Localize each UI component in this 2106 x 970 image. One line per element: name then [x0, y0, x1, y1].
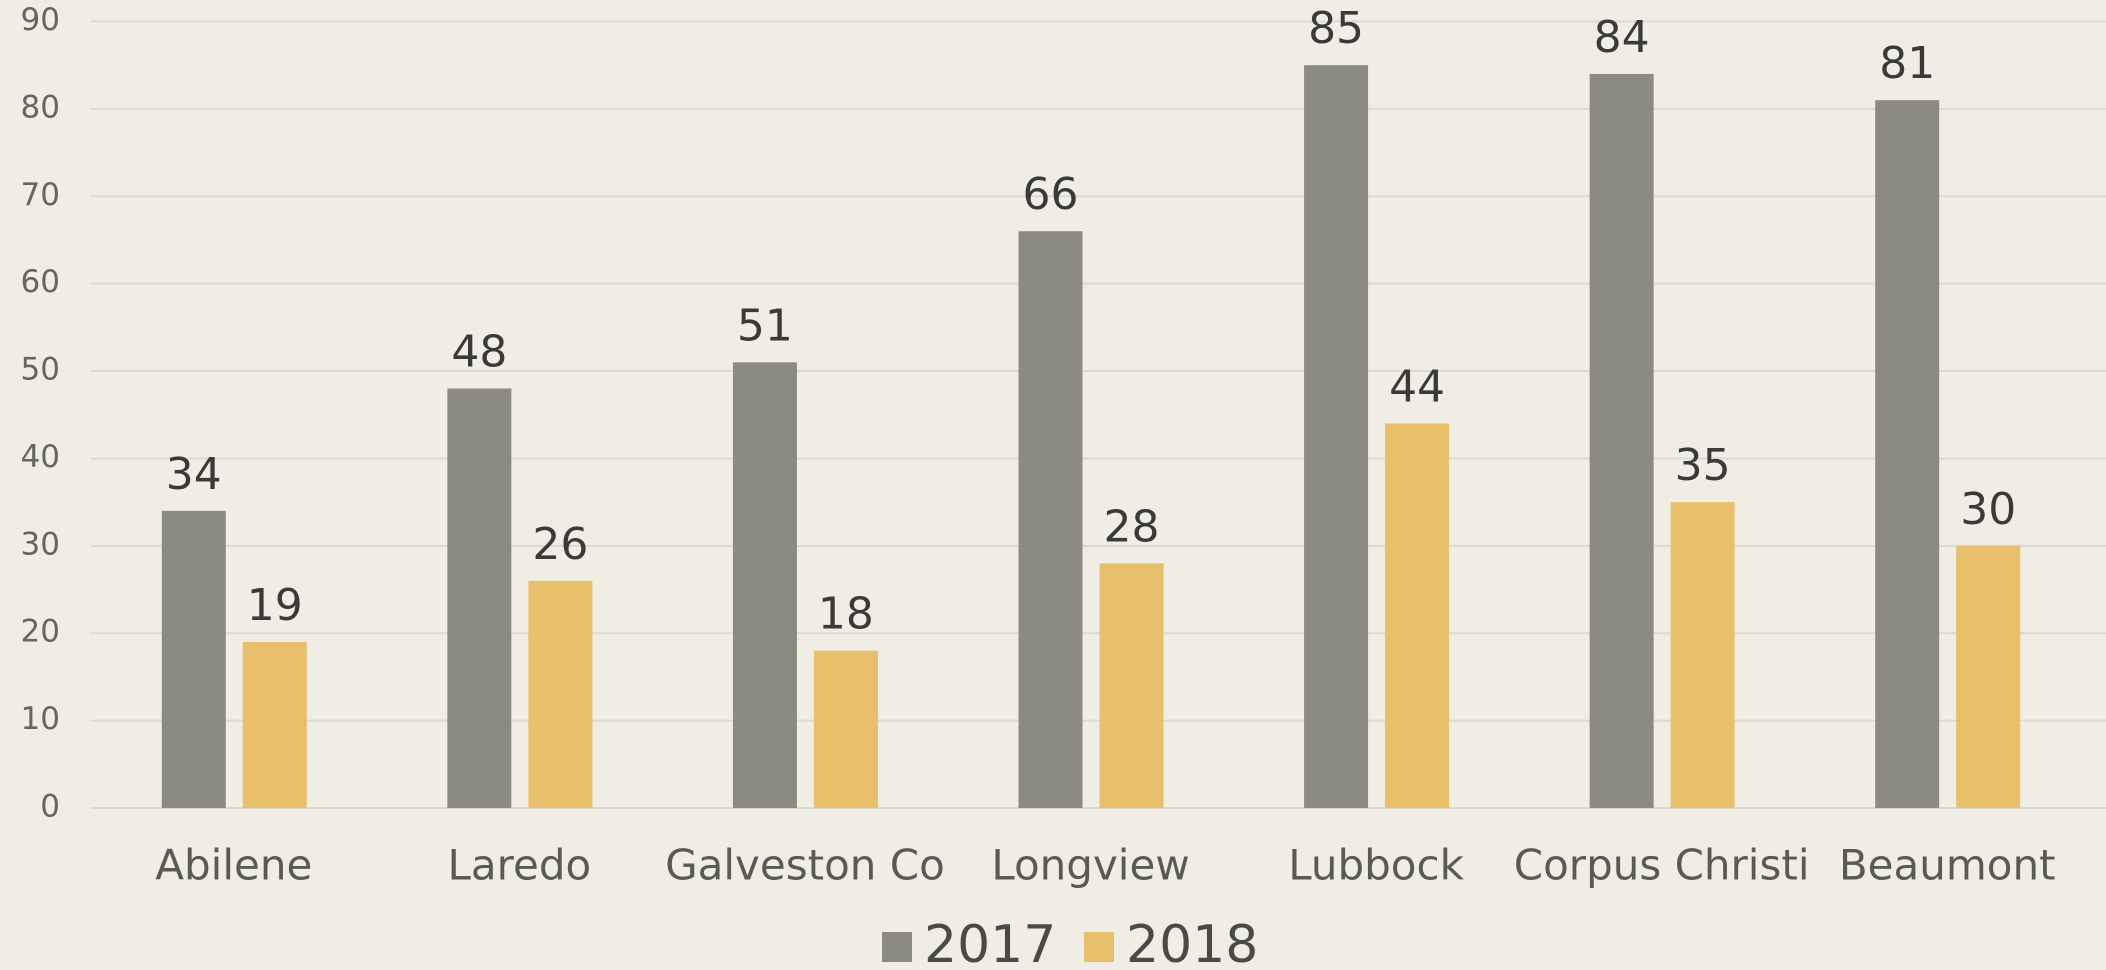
x-tick-label: Beaumont [1839, 841, 2056, 890]
bar [1670, 502, 1735, 808]
y-tick-label: 90 [21, 2, 60, 38]
x-tick-label: Galveston Co [665, 841, 945, 890]
bar [447, 388, 512, 808]
y-tick-label: 80 [21, 89, 60, 125]
data-label: 84 [1594, 12, 1650, 63]
bar [528, 580, 593, 808]
data-label: 48 [451, 327, 507, 378]
y-tick-label: 30 [21, 526, 60, 562]
data-label: 30 [1960, 484, 2016, 535]
x-tick-label: Laredo [448, 841, 592, 890]
legend-label: 2018 [1126, 915, 1258, 970]
data-label: 35 [1675, 440, 1731, 491]
x-tick-label: Corpus Christi [1514, 841, 1810, 890]
y-tick-label: 60 [21, 264, 60, 300]
x-tick-label: Abilene [155, 841, 312, 890]
bar [1956, 545, 2021, 808]
bar [732, 362, 797, 808]
bar [1875, 100, 1940, 808]
bar [1304, 65, 1369, 808]
y-tick-label: 10 [21, 701, 60, 737]
legend-swatch [1084, 932, 1114, 962]
data-label: 85 [1308, 3, 1364, 54]
bar [813, 650, 878, 808]
y-tick-label: 40 [21, 439, 60, 475]
data-label: 66 [1023, 169, 1079, 220]
data-label: 19 [247, 580, 303, 631]
bar [1385, 423, 1450, 808]
y-tick-label: 0 [40, 789, 60, 825]
data-label: 28 [1104, 501, 1160, 552]
bar [1099, 563, 1164, 808]
bar [1018, 231, 1083, 808]
bar [242, 641, 307, 808]
y-tick-label: 20 [21, 614, 60, 650]
data-label: 44 [1389, 361, 1445, 412]
data-label: 18 [818, 589, 874, 640]
legend-swatch [882, 932, 912, 962]
y-tick-label: 70 [21, 177, 60, 213]
bar [1589, 73, 1654, 808]
x-tick-label: Lubbock [1288, 841, 1464, 890]
data-label: 26 [532, 519, 588, 570]
data-label: 81 [1879, 38, 1935, 89]
y-tick-label: 50 [21, 352, 60, 388]
x-tick-label: Longview [991, 841, 1189, 890]
data-label: 51 [737, 300, 793, 351]
bar [161, 510, 226, 808]
data-label: 34 [166, 449, 222, 500]
legend-label: 2017 [924, 915, 1056, 970]
